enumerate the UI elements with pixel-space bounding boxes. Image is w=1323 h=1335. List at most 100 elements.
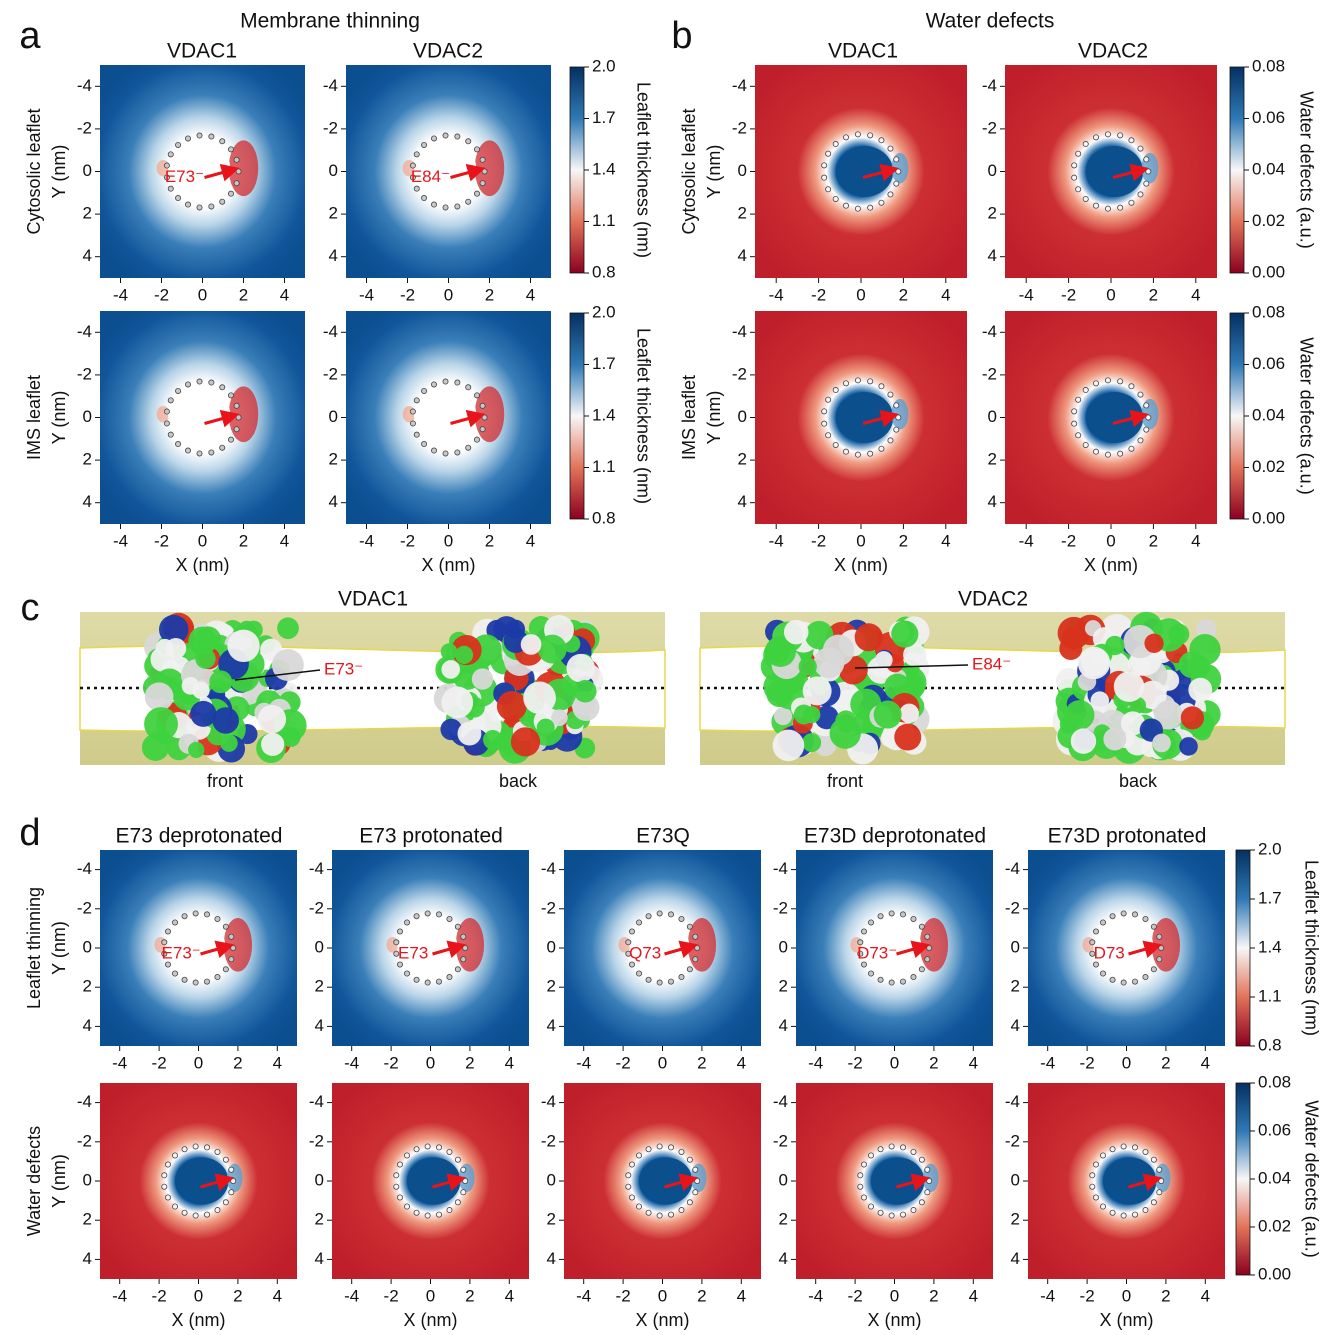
x-tick-label: 2 [233,1053,242,1072]
residue-dot [474,191,479,196]
y-tick-label: -2 [732,118,747,137]
residue-dot [693,957,698,962]
y-tick-label: 2 [315,977,324,996]
y-tick-label: -4 [773,859,788,878]
residue-dot [1076,433,1081,438]
colorbar-tick-label: 1.1 [592,211,616,230]
colorbar-tick-label: 2.0 [592,56,616,75]
residue-dot [1157,1190,1162,1195]
residue-dot [868,451,873,456]
residue-dot [833,387,838,392]
residue-dot [231,1178,236,1183]
y-tick-label: -4 [982,76,997,95]
protein-surface [799,657,817,675]
residue-dot [646,977,651,982]
residue-dot [879,446,884,451]
residue-dot [162,1184,167,1189]
protein-surface [1179,652,1206,679]
protein-surface [209,670,232,693]
residue-dot [421,142,426,147]
residue-dot [220,385,225,390]
column-title: VDAC1 [167,40,237,63]
protein-surface [1179,737,1198,756]
protein-surface [188,627,216,655]
y-tick-label: 0 [547,937,556,956]
y-tick-label: 4 [547,1249,556,1268]
residue-dot [826,433,831,438]
y-axis-label: Y (nm) [49,1154,69,1208]
x-tick-label: 2 [239,285,248,304]
residue-dot [900,1145,905,1150]
residue-dot [1143,916,1148,921]
x-tick-label: 2 [239,531,248,550]
protein-surface [774,707,792,725]
protein-surface [192,682,209,699]
colorbar-tick-label: 0.00 [1252,262,1285,281]
colorbar-tick-label: 1.4 [592,405,616,424]
x-tick-label: -2 [811,285,826,304]
x-tick-label: 2 [1161,1053,1170,1072]
y-tick-label: 0 [83,937,92,956]
x-axis-label: X (nm) [1084,555,1138,575]
residue-dot [1083,141,1088,146]
y-axis-label: Y (nm) [49,921,69,975]
x-tick-label: 2 [899,531,908,550]
residue-dot [888,392,893,397]
residue-dot [404,920,409,925]
x-tick-label: -2 [384,1053,399,1072]
residue-dot [889,911,894,916]
residue-dot [228,147,233,152]
colorbar-tick-label: 1.7 [1258,888,1282,907]
x-tick-label: -4 [344,1286,359,1305]
residue-dot [1157,957,1162,962]
protein-surface [156,639,174,657]
residue-dot [421,195,426,200]
x-tick-label: 2 [485,531,494,550]
y-tick-label: -4 [982,322,997,341]
x-tick-label: 4 [941,285,950,304]
y-tick-label: 2 [315,1210,324,1229]
column-title: VDAC2 [1078,40,1148,63]
residue-dot [687,1157,692,1162]
residue-dot [220,139,225,144]
row-label: Water defects [24,1126,44,1236]
x-tick-label: 2 [1149,531,1158,550]
x-tick-label: 4 [273,1286,282,1305]
y-tick-label: 0 [988,407,997,426]
residue-dot [425,1144,430,1149]
x-tick-label: -4 [1019,531,1034,550]
residue-dot [1105,452,1110,457]
residue-dot [394,1173,399,1178]
residue-dot [868,379,873,384]
residue-dot [223,1200,228,1205]
y-tick-label: 2 [329,204,338,223]
y-tick-label: -2 [773,898,788,917]
colorbar-tick-label: 1.1 [592,457,616,476]
protein-surface [1168,624,1189,645]
residue-dot [168,432,173,437]
protein-surface [874,701,902,729]
x-tick-label: 0 [198,531,207,550]
residue-dot [1100,1204,1105,1209]
residue-dot [629,1195,634,1200]
residue-dot [1144,157,1149,162]
residue-dot [466,139,471,144]
colorbar [1230,313,1244,519]
residue-dot [1110,1147,1115,1152]
y-tick-label: -4 [541,1092,556,1111]
y-tick-label: 0 [315,1170,324,1189]
residue-dot [185,202,190,207]
x-tick-label: 4 [505,1053,514,1072]
residue-dot [1121,980,1126,985]
residue-dot [431,448,436,453]
residue-dot [855,452,860,457]
y-axis-label: Y (nm) [704,391,724,445]
x-tick-label: 2 [465,1053,474,1072]
residue-dot [1072,409,1077,414]
y-tick-label: 4 [738,246,747,265]
residue-dot [204,912,209,917]
residue-dot [463,1178,468,1183]
residue-dot [878,1147,883,1152]
protein-surface [1188,678,1212,702]
y-tick-label: 4 [315,1249,324,1268]
